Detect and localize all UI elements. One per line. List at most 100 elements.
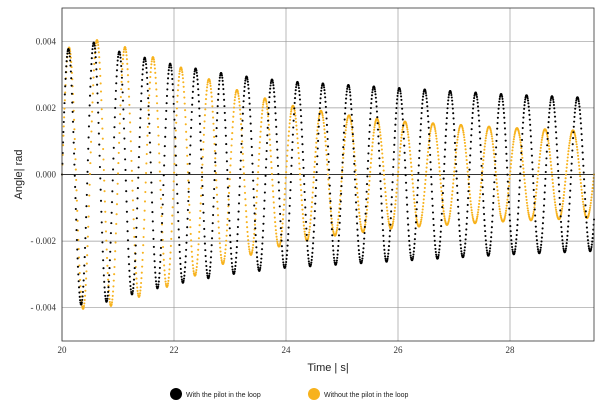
data-point [419, 129, 422, 132]
data-point [255, 195, 258, 198]
data-point [382, 244, 386, 247]
data-point [537, 163, 541, 166]
data-point [134, 260, 137, 263]
data-point [168, 272, 171, 275]
data-point [185, 130, 188, 133]
data-point [315, 137, 318, 140]
data-point [323, 128, 326, 131]
data-point [518, 136, 521, 139]
data-point [479, 137, 482, 140]
data-point [123, 127, 126, 130]
data-point [580, 139, 583, 142]
data-point [590, 246, 593, 249]
data-point [361, 257, 364, 260]
data-point [91, 52, 94, 55]
data-point [535, 188, 538, 191]
data-point [141, 258, 144, 262]
data-point [315, 141, 318, 144]
data-point [252, 240, 255, 243]
data-point [182, 279, 185, 282]
data-point [97, 47, 100, 50]
data-point [583, 208, 586, 211]
data-point [312, 176, 315, 179]
data-point [259, 261, 263, 264]
data-point [163, 154, 166, 157]
data-point [294, 92, 297, 95]
data-point [184, 255, 187, 258]
data-point [539, 246, 542, 249]
data-point [330, 217, 333, 220]
data-point [255, 246, 258, 249]
data-point [257, 266, 260, 269]
data-point [69, 64, 72, 67]
data-point [414, 221, 418, 224]
data-point [566, 163, 569, 166]
data-point [485, 132, 488, 135]
data-point [432, 224, 435, 227]
data-point [70, 60, 73, 64]
data-point [325, 149, 328, 152]
data-point [290, 108, 293, 111]
data-point [431, 197, 434, 200]
data-point [104, 230, 108, 233]
data-point [112, 285, 115, 288]
series-with-pilot [60, 41, 595, 306]
data-point [559, 220, 563, 223]
data-point [471, 215, 474, 219]
data-point [240, 142, 243, 145]
data-point [97, 51, 100, 54]
data-point [286, 154, 289, 157]
data-point [164, 118, 167, 121]
data-point [577, 157, 580, 161]
data-point [426, 105, 429, 108]
data-point [443, 148, 447, 151]
data-point [562, 197, 565, 200]
data-point [301, 135, 304, 138]
data-point [391, 188, 394, 191]
data-point [149, 161, 152, 164]
data-point [79, 285, 82, 288]
data-point [476, 211, 480, 214]
data-point [399, 146, 402, 149]
data-point [573, 115, 576, 118]
data-point [299, 103, 302, 106]
data-point [429, 153, 432, 156]
data-point [165, 94, 169, 98]
data-point [238, 108, 242, 111]
data-point [579, 178, 582, 181]
data-point [198, 122, 202, 125]
data-point [124, 47, 127, 50]
data-point [381, 229, 385, 232]
data-point [520, 138, 524, 142]
data-point [410, 165, 413, 168]
data-point [218, 76, 221, 79]
data-point [180, 272, 183, 275]
data-point [229, 164, 232, 167]
data-point [91, 48, 94, 51]
data-point [148, 122, 151, 125]
data-point [551, 178, 554, 181]
data-point [309, 218, 312, 221]
x-axis-label: Time | s| [307, 362, 348, 374]
data-point [519, 158, 522, 161]
data-point [74, 168, 77, 171]
data-point [112, 168, 115, 171]
data-point [494, 160, 497, 163]
data-point [550, 167, 553, 170]
data-point [63, 107, 66, 110]
data-point [291, 141, 294, 144]
data-point [367, 152, 370, 155]
data-point [81, 305, 84, 308]
data-point [289, 115, 292, 118]
data-point [425, 170, 428, 173]
data-point [228, 219, 231, 222]
legend-marker-with-pilot [170, 388, 182, 400]
data-point [497, 107, 500, 110]
data-point [559, 215, 562, 218]
data-point [326, 145, 330, 148]
data-point [199, 202, 202, 205]
data-point [553, 111, 556, 114]
x-tick-label: 28 [506, 345, 516, 355]
data-point [368, 184, 371, 187]
data-point [495, 139, 498, 142]
